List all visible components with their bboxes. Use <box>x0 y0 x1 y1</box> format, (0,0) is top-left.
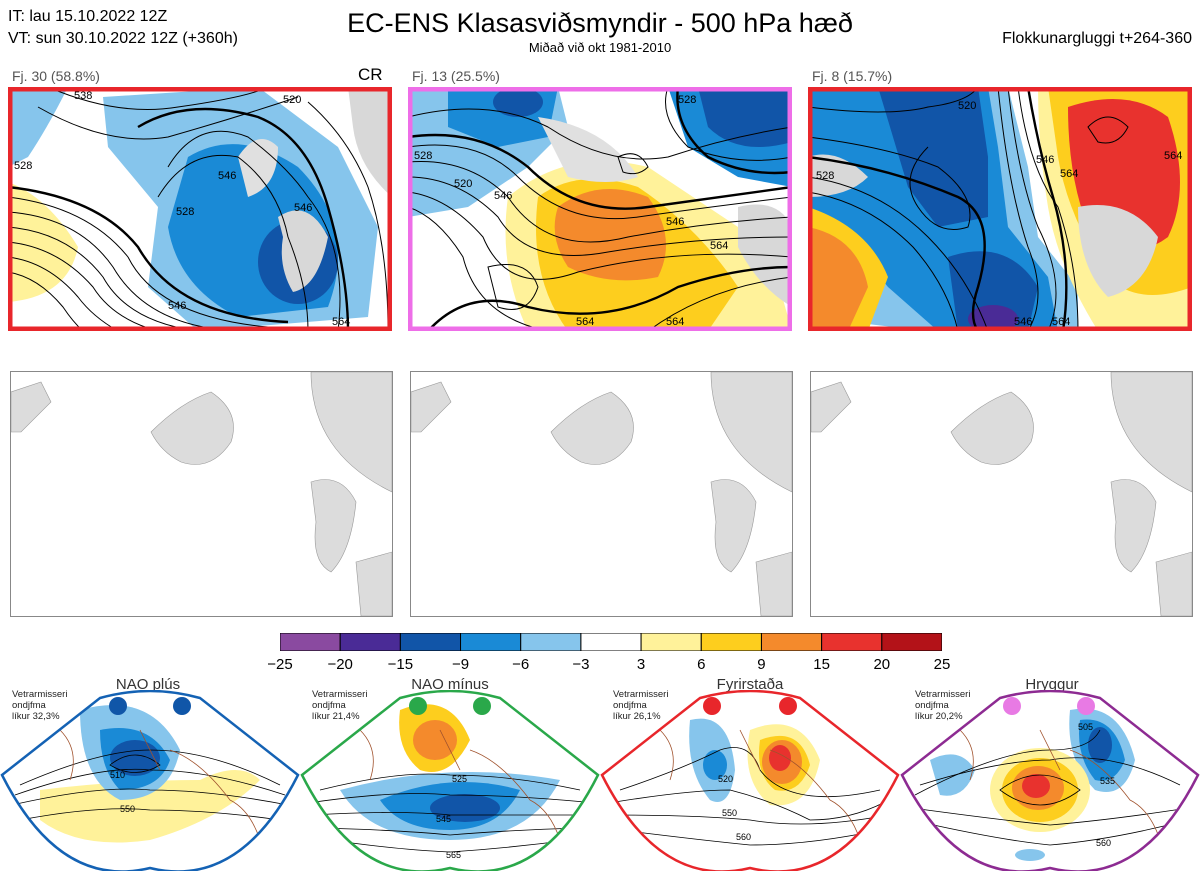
cluster-3-contour-label: 546 <box>1036 154 1054 166</box>
cluster-1-contour-label: 528 <box>14 160 32 172</box>
regime-3-title: Fyrirstaða <box>716 676 784 693</box>
cluster-1-contour-label: 546 <box>168 300 186 312</box>
cluster-2-contour-label: 528 <box>678 94 696 106</box>
colorbar-tick-label: −25 <box>267 656 293 673</box>
cluster-2-label: Fj. 13 (25.5%) <box>412 68 500 84</box>
valid-time: VT: sun 30.10.2022 12Z (+360h) <box>8 30 238 47</box>
regime-2-map: 525 545 565 <box>300 689 600 873</box>
cluster-1-tag: CR <box>358 65 383 84</box>
colorbar-bin <box>640 632 702 652</box>
regime-4-note: Vetrarmisseri ondjfma líkur 20,2% <box>915 689 970 722</box>
colorbar-tick-label: 25 <box>933 656 951 673</box>
page-title: EC-ENS Klasasviðsmyndir - 500 hPa hæð <box>347 8 853 38</box>
regime-3-note: Vetrarmisseri ondjfma líkur 26,1% <box>613 689 668 722</box>
colorbar-bin <box>279 632 341 652</box>
classification-window: Flokkunargluggi t+264-360 <box>1002 30 1192 47</box>
regime-1-title: NAO plús <box>115 676 181 693</box>
regime-1-contour-label: 510 <box>110 770 125 780</box>
regime-3-contour-label: 520 <box>718 774 733 784</box>
regime-2-title: NAO mínus <box>411 676 489 693</box>
cluster-3-contour-label: 564 <box>1060 168 1078 180</box>
regime-2-contour-label: 525 <box>452 774 467 784</box>
note-line: ondjfma <box>613 700 647 711</box>
colorbar-tick-label: −9 <box>451 656 470 673</box>
initial-time: IT: lau 15.10.2022 12Z <box>8 8 168 25</box>
note-line: líkur 32,3% <box>12 711 60 722</box>
regime-4-map: 505 535 560 <box>900 689 1200 873</box>
cluster-2-contour-label: 520 <box>454 178 472 190</box>
cluster-2-contour-label: 564 <box>666 316 684 328</box>
note-line: ondjfma <box>12 700 46 711</box>
colorbar-tick-label: 15 <box>813 656 830 673</box>
cluster-2-map: 520 546 546 564 564 528 528 564 <box>408 87 792 331</box>
regime-3-map: 520 550 560 <box>600 689 900 873</box>
cluster-3-contour-label: 564 <box>1052 316 1070 328</box>
cluster-2-contour-label: 528 <box>414 150 432 162</box>
colorbar-bin <box>339 632 401 652</box>
regime-4-title: Hryggur <box>1025 676 1079 693</box>
cluster-3-map: 520 528 546 564 564 546 564 <box>808 87 1192 331</box>
regime-1-map: 510 550 <box>0 689 300 873</box>
cluster-1-contour-label: 546 <box>218 170 236 182</box>
cluster-3-contour-label: 528 <box>816 170 834 182</box>
header-run-info: IT: lau 15.10.2022 12Z VT: sun 30.10.202… <box>8 6 238 50</box>
regime-2-note: Vetrarmisseri ondjfma líkur 21,4% <box>312 689 367 722</box>
note-line: Vetrarmisseri <box>613 689 669 700</box>
regime-1-note: Vetrarmisseri ondjfma líkur 32,3% <box>12 689 67 722</box>
cluster-1-label: Fj. 30 (58.8%) <box>12 68 100 84</box>
colorbar-tick-label: 3 <box>636 656 646 673</box>
cluster-2-contour-label: 564 <box>710 240 728 252</box>
cluster-1-contour-label: 520 <box>283 94 301 106</box>
cluster-1-contour-label: 564 <box>332 316 350 328</box>
colorbar-bin <box>580 632 642 652</box>
note-line: ondjfma <box>312 700 346 711</box>
colorbar-tick-label: −15 <box>387 656 414 673</box>
regime-2-contour-label: 545 <box>436 814 451 824</box>
colorbar-tick-label: 20 <box>873 656 891 673</box>
colorbar-bin <box>760 632 823 652</box>
colorbar-bin <box>460 632 522 652</box>
empty-map-2 <box>410 371 793 617</box>
regime-4-contour-label: 535 <box>1100 776 1115 786</box>
colorbar-tick-label: −6 <box>512 656 530 673</box>
regime-3-contour-label: 550 <box>722 808 737 818</box>
regime-4-contour-label: 560 <box>1096 838 1111 848</box>
colorbar-tick-label: 6 <box>697 656 706 673</box>
cluster-1-contour-label: 546 <box>294 202 312 214</box>
note-line: líkur 21,4% <box>312 711 360 722</box>
colorbar <box>279 632 943 652</box>
colorbar-tick-label: −3 <box>572 656 590 673</box>
empty-map-3 <box>810 371 1193 617</box>
note-line: líkur 26,1% <box>613 711 661 722</box>
regime-4-contour-label: 505 <box>1078 722 1093 732</box>
colorbar-tick-label: −20 <box>327 656 353 673</box>
empty-map-1 <box>10 371 393 617</box>
cluster-3-contour-label: 520 <box>958 100 976 112</box>
note-line: Vetrarmisseri <box>915 689 971 700</box>
colorbar-bin <box>881 632 943 652</box>
cluster-2-contour-label: 546 <box>666 216 684 228</box>
cluster-1-contour-label: 528 <box>176 206 194 218</box>
note-line: Vetrarmisseri <box>12 689 68 700</box>
cluster-3-contour-label: 546 <box>1014 316 1032 328</box>
note-line: Vetrarmisseri <box>312 689 368 700</box>
colorbar-bin <box>399 632 462 652</box>
colorbar-bin <box>821 632 883 652</box>
cluster-2-contour-label: 564 <box>576 316 594 328</box>
regime-2-contour-label: 565 <box>446 850 461 860</box>
cluster-1-map: 520 528 528 546 546 546 538 564 <box>8 87 392 331</box>
colorbar-tick-label: 9 <box>757 656 766 673</box>
colorbar-bin <box>520 632 582 652</box>
regime-1-contour-label: 550 <box>120 804 135 814</box>
regime-3-contour-label: 560 <box>736 832 751 842</box>
cluster-3-label: Fj. 8 (15.7%) <box>812 68 893 84</box>
cluster-3-contour-label: 564 <box>1164 150 1182 162</box>
page-subtitle: Miðað við okt 1981-2010 <box>528 40 672 55</box>
cluster-1-contour-label: 538 <box>74 90 92 102</box>
cluster-2-contour-label: 546 <box>494 190 512 202</box>
note-line: líkur 20,2% <box>915 711 963 722</box>
colorbar-bin <box>700 632 762 652</box>
note-line: ondjfma <box>915 700 949 711</box>
